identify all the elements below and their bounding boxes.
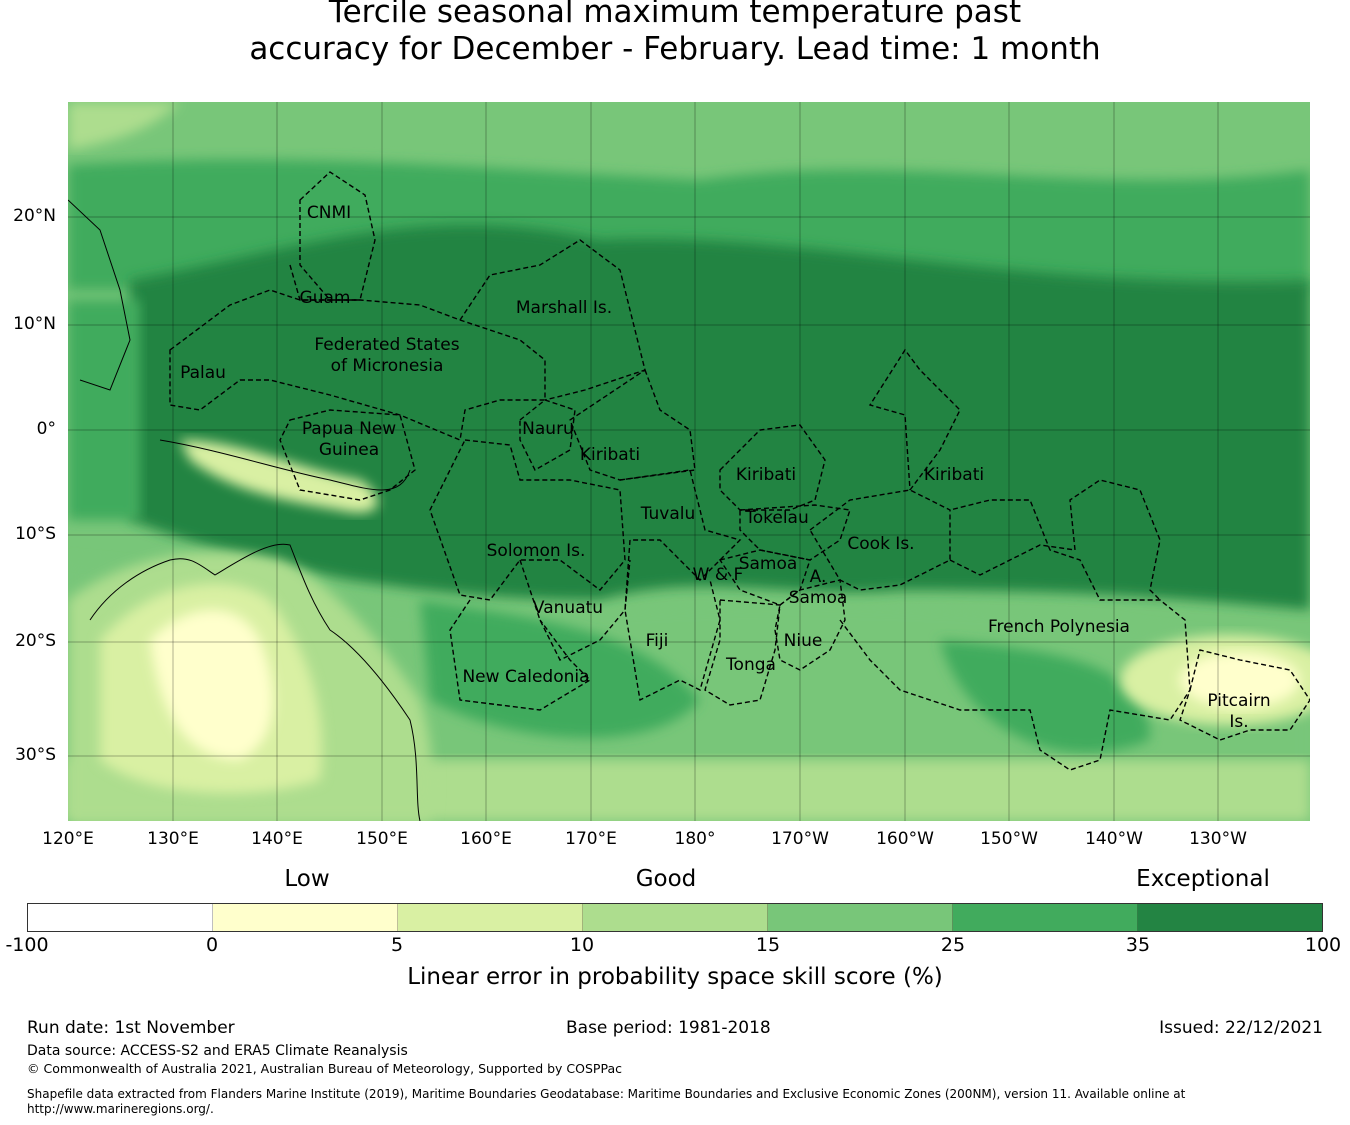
lat-tick: 0°: [36, 419, 56, 439]
issued-date: Issued: 22/12/2021: [1159, 1018, 1323, 1038]
colorbar-bin: [28, 904, 213, 931]
colorbar-bin: [1138, 904, 1322, 931]
lon-tick: 180°: [674, 829, 716, 849]
lon-tick: 160°E: [460, 829, 512, 849]
lat-tick: 10°S: [15, 524, 56, 544]
colorbar-bin: [398, 904, 583, 931]
gridlines: [68, 102, 1310, 821]
region-label-vanuatu: Vanuatu: [533, 598, 603, 618]
colorbar-tick: 5: [390, 934, 404, 956]
region-label-tuvalu: Tuvalu: [640, 504, 696, 524]
legend-category-exceptional: Exceptional: [1136, 866, 1270, 892]
lon-tick: 150°W: [980, 829, 1038, 849]
copyright: © Commonwealth of Australia 2021, Austra…: [27, 1061, 622, 1076]
colorbar-tick: 35: [1125, 934, 1151, 956]
region-labels: CNMI Guam Marshall Is. Federated States …: [180, 203, 1271, 732]
lat-tick: 30°S: [15, 745, 56, 765]
region-label-american-samoa-line2: Samoa: [789, 588, 848, 608]
base-period: Base period: 1981-2018: [566, 1018, 771, 1038]
region-label-kiribati-gilbert: Kiribati: [580, 445, 640, 465]
region-label-guam: Guam: [300, 288, 351, 308]
region-label-niue: Niue: [784, 631, 823, 651]
colorbar-tick: 10: [569, 934, 595, 956]
eez-boundaries: [169, 171, 1310, 771]
shapefile-note: Shapefile data extracted from Flanders M…: [27, 1087, 1186, 1116]
lon-tick: 170°W: [771, 829, 829, 849]
lon-tick: 120°E: [42, 829, 94, 849]
region-label-solomon-is: Solomon Is.: [487, 541, 586, 561]
lon-tick: 130°W: [1189, 829, 1247, 849]
colorbar-bin: [583, 904, 768, 931]
lon-tick: 160°W: [876, 829, 934, 849]
lat-tick: 20°N: [13, 206, 56, 226]
colorbar: [27, 903, 1323, 932]
lat-tick: 20°S: [15, 631, 56, 651]
region-label-kiribati-phoenix: Kiribati: [736, 465, 796, 485]
lon-tick: 170°E: [565, 829, 617, 849]
region-label-cnmi: CNMI: [307, 203, 351, 223]
region-label-fiji: Fiji: [646, 631, 669, 651]
chart-title: Tercile seasonal maximum temperature pas…: [0, 0, 1350, 68]
region-label-american-samoa-line1: A.: [810, 567, 827, 587]
lat-tick: 10°N: [13, 314, 56, 334]
colorbar-tick: -100: [5, 934, 49, 956]
colorbar-label: Linear error in probability space skill …: [407, 964, 943, 990]
run-date: Run date: 1st November: [27, 1018, 235, 1038]
data-source: Data source: ACCESS-S2 and ERA5 Climate …: [27, 1043, 408, 1059]
region-label-pitcairn-line2: Is.: [1229, 712, 1248, 732]
region-label-wallis-futuna: W & F: [693, 565, 744, 585]
region-label-fsm-line1: Federated States: [314, 335, 459, 355]
region-label-nauru: Nauru: [522, 419, 574, 439]
region-label-tonga: Tonga: [725, 655, 776, 675]
region-label-marshall-is: Marshall Is.: [516, 298, 612, 318]
colorbar-tick: 0: [205, 934, 219, 956]
region-label-new-caledonia: New Caledonia: [462, 667, 589, 687]
colorbar-bin: [953, 904, 1138, 931]
colorbar-tick: 25: [940, 934, 966, 956]
lon-tick: 150°E: [356, 829, 408, 849]
region-label-fsm-line2: of Micronesia: [331, 356, 444, 376]
lon-tick: 140°W: [1085, 829, 1143, 849]
title-line-1: Tercile seasonal maximum temperature pas…: [328, 0, 1022, 30]
region-label-french-polynesia: French Polynesia: [988, 617, 1130, 637]
lon-tick: 130°E: [147, 829, 199, 849]
legend-category-low: Low: [284, 866, 330, 892]
legend-category-good: Good: [635, 866, 697, 892]
title-line-2: accuracy for December - February. Lead t…: [249, 31, 1101, 67]
region-label-png-line1: Papua New: [302, 419, 396, 439]
lon-tick: 140°E: [251, 829, 303, 849]
colorbar-tick: 100: [1304, 934, 1342, 956]
region-label-png-line2: Guinea: [319, 440, 379, 460]
region-label-kiribati-line: Kiribati: [924, 465, 984, 485]
region-label-cook-is: Cook Is.: [847, 534, 914, 554]
colorbar-bin: [213, 904, 398, 931]
region-label-palau: Palau: [180, 363, 226, 383]
region-label-tokelau: Tokelau: [744, 508, 809, 528]
colorbar-tick: 15: [755, 934, 781, 956]
region-label-pitcairn-line1: Pitcairn: [1207, 691, 1270, 711]
colorbar-bin: [768, 904, 953, 931]
skill-field: [68, 102, 1310, 821]
region-label-samoa: Samoa: [739, 554, 798, 574]
